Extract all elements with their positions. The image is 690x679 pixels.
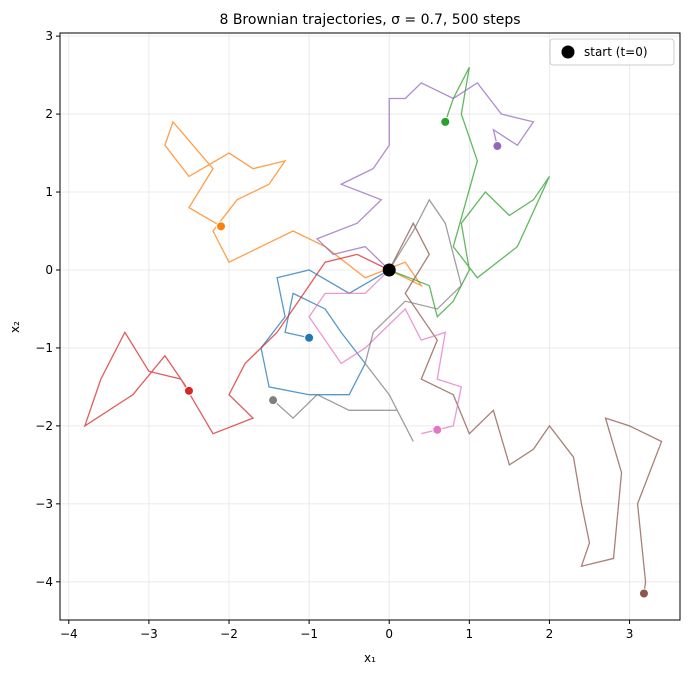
trajectory [315, 82, 535, 271]
x-tick-label: −3 [140, 627, 158, 641]
y-tick-label: −2 [35, 419, 53, 433]
x-tick-label: 2 [546, 627, 554, 641]
trajectory [83, 253, 390, 435]
trajectory [388, 67, 551, 319]
x-tick-label: 1 [466, 627, 474, 641]
start-marker [382, 263, 396, 277]
legend-marker [561, 45, 575, 59]
end-marker [268, 395, 279, 406]
trajectory [388, 221, 663, 594]
end-marker [304, 332, 315, 343]
trajectory [260, 269, 390, 396]
x-tick-label: −2 [220, 627, 238, 641]
trajectory [164, 120, 424, 288]
y-tick-label: 2 [45, 107, 53, 121]
y-tick-label: −3 [35, 497, 53, 511]
end-marker [183, 385, 194, 396]
legend-label: start (t=0) [584, 45, 648, 59]
end-marker [492, 141, 503, 152]
x-tick-label: 3 [626, 627, 634, 641]
plot-frame [59, 32, 681, 621]
end-marker [440, 116, 451, 127]
y-axis-label: x₂ [8, 321, 22, 333]
legend-box [549, 38, 675, 66]
end-marker [216, 221, 227, 232]
y-tick-label: 1 [45, 185, 53, 199]
end-marker [432, 424, 443, 435]
x-axis-label: x₁ [364, 651, 376, 665]
x-tick-label: 0 [385, 627, 393, 641]
end-marker [638, 588, 649, 599]
y-tick-label: −4 [35, 575, 53, 589]
y-tick-label: −1 [35, 341, 53, 355]
x-tick-label: −1 [300, 627, 318, 641]
chart-title: 8 Brownian trajectories, σ = 0.7, 500 st… [219, 12, 520, 28]
trajectory [272, 198, 463, 442]
y-tick-label: 0 [45, 263, 53, 277]
x-tick-label: −4 [60, 627, 78, 641]
y-tick-label: 3 [45, 29, 53, 43]
trajectory [308, 269, 463, 435]
